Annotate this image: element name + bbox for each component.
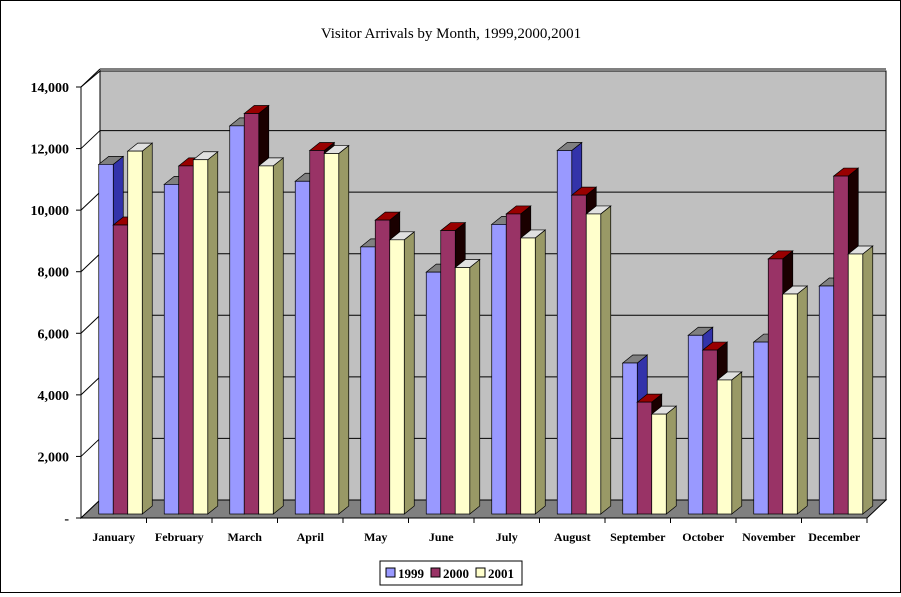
bar [767,258,784,515]
x-tick-label: November [742,530,796,544]
bar [651,413,667,515]
x-tick-label: July [496,530,518,544]
bar [753,341,769,515]
legend-swatch-2001 [475,567,486,578]
bar [98,163,114,515]
x-tick-label: February [155,530,204,544]
bar-2001-may [388,231,416,515]
bar [425,271,442,515]
bar-2001-october [716,371,743,515]
chart-title: Visitor Arrivals by Month, 1999,2000,200… [321,26,581,42]
gridline-side [80,130,101,149]
gridline-side [80,253,101,273]
gridline-side [80,438,101,457]
bar-2001-march [257,157,285,515]
bar-side [403,231,415,515]
bar [258,165,274,515]
y-tick-label: 6,000 [38,327,70,342]
bar-side [338,144,350,515]
x-tick-label: October [682,530,725,544]
x-tick-label: May [364,530,387,544]
gridline-side [80,68,101,88]
bar [702,349,718,515]
bar [229,125,245,515]
bar [716,379,733,515]
bar-2001-january [126,142,154,515]
bar [294,180,311,515]
bar [374,219,391,515]
bar-side [534,229,546,515]
bar-2001-february [192,150,219,515]
bar-2001-june [454,258,481,515]
bar-side [862,245,874,515]
legend: 1999 2000 2001 [379,560,523,586]
y-tick-label: - [64,512,69,527]
x-tick-label: September [610,530,666,544]
legend-label: 2001 [488,566,514,581]
gridline-side [80,191,101,211]
bar-side [207,150,219,515]
bar-side [141,142,153,515]
bar [782,293,798,515]
x-tick-label: June [429,530,454,544]
bar-2001-december [847,245,874,515]
bar [505,213,522,515]
bar [818,285,835,515]
bar [163,184,180,515]
y-tick-label: 10,000 [31,204,70,219]
bar-side [731,371,743,515]
bar [585,213,602,515]
bar [360,246,376,515]
legend-label: 2000 [443,566,469,581]
bar [556,150,573,515]
x-tick-label: December [808,530,861,544]
x-tick-label: January [92,530,135,544]
bar [571,194,587,515]
side-wall [80,69,101,520]
bar-2001-april [323,144,350,515]
bar-2001-september [650,405,678,515]
y-tick-label: 8,000 [38,266,70,281]
gridline-side [80,314,101,334]
bar [192,159,209,515]
y-tick-label: 2,000 [38,450,70,465]
bar-2001-august [585,205,612,515]
legend-label: 1999 [398,566,425,581]
legend-swatch-1999 [385,567,396,578]
y-tick-label: 12,000 [31,143,70,158]
bar-2001-november [781,285,809,515]
bar [389,239,405,515]
bar-side [665,405,677,515]
x-tick-label: April [297,530,325,544]
bar [454,267,471,515]
bar [243,113,260,515]
legend-swatch-2000 [430,567,441,578]
bar-2001-july [519,229,547,515]
bar-side [469,258,481,515]
gridline-side [80,376,101,396]
legend-box [379,560,523,586]
bar-side [600,205,612,515]
bar [112,224,129,515]
bar [833,175,849,515]
bar [622,362,638,515]
x-tick-label: August [554,530,591,544]
bar [178,165,194,515]
bar [520,237,536,515]
x-tick-label: March [228,530,263,544]
bar [127,150,143,515]
bar [847,253,864,515]
y-tick-label: 4,000 [38,389,70,404]
bar-side [272,157,284,515]
bar-side [796,285,808,515]
bar [309,150,325,515]
bar [323,153,340,515]
y-tick-label: 14,000 [31,81,70,96]
bar [687,334,704,515]
bar [491,224,507,515]
bar [636,401,653,515]
bar [440,230,456,515]
